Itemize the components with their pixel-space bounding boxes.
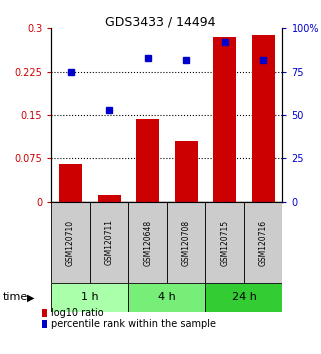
Bar (244, 202, 282, 283)
Text: GSM120716: GSM120716 (259, 219, 268, 266)
Bar (128, 283, 205, 312)
Text: log10 ratio: log10 ratio (51, 308, 104, 318)
Bar (167, 202, 205, 283)
Text: 24 h: 24 h (231, 292, 256, 302)
Text: 4 h: 4 h (158, 292, 176, 302)
Bar (59, 164, 82, 202)
Text: GDS3433 / 14494: GDS3433 / 14494 (105, 16, 216, 29)
Bar (136, 119, 159, 202)
Text: GSM120711: GSM120711 (105, 219, 114, 266)
Bar (205, 202, 244, 283)
Bar (205, 283, 282, 312)
Bar (213, 37, 236, 202)
Bar (175, 141, 198, 202)
Bar (98, 195, 121, 202)
Bar (252, 35, 275, 202)
Text: GSM120710: GSM120710 (66, 219, 75, 266)
Bar (128, 202, 167, 283)
Text: GSM120648: GSM120648 (143, 219, 152, 266)
Bar (90, 202, 128, 283)
Bar (51, 283, 128, 312)
Text: GSM120708: GSM120708 (182, 219, 191, 266)
Text: time: time (3, 292, 29, 302)
Text: 1 h: 1 h (81, 292, 99, 302)
Text: GSM120715: GSM120715 (220, 219, 229, 266)
Text: ▶: ▶ (27, 292, 34, 302)
Text: percentile rank within the sample: percentile rank within the sample (51, 319, 216, 329)
Bar (51, 202, 90, 283)
